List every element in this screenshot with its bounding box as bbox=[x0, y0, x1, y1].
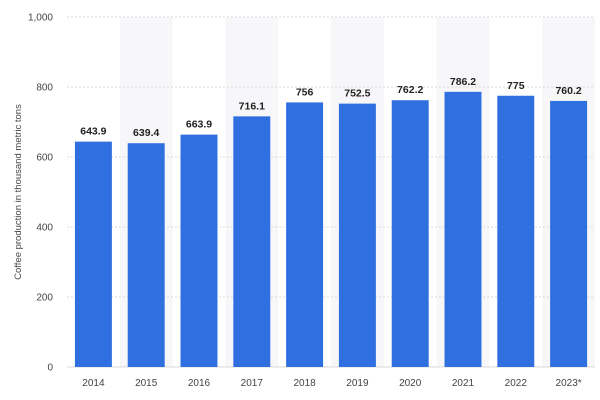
bar-value-label: 762.2 bbox=[397, 84, 423, 96]
x-tick-label: 2014 bbox=[82, 378, 105, 389]
bar bbox=[444, 91, 482, 367]
y-tick-label: 200 bbox=[36, 293, 53, 304]
x-tick-label: 2023* bbox=[556, 378, 582, 389]
x-tick-label: 2016 bbox=[188, 378, 211, 389]
y-axis-ticks: 0 200 400 600 800 1,000 bbox=[28, 13, 53, 374]
bar bbox=[391, 100, 429, 367]
x-tick-label: 2020 bbox=[399, 378, 422, 389]
bar-value-label: 716.1 bbox=[239, 100, 265, 112]
bar bbox=[127, 143, 165, 367]
x-tick-label: 2022 bbox=[505, 378, 528, 389]
data-labels: 643.9 639.4 663.9 716.1 756 752.5 762.2 786.2 77… bbox=[80, 76, 582, 139]
y-tick-label: 1,000 bbox=[28, 13, 53, 24]
bar-value-label: 639.4 bbox=[133, 127, 159, 139]
bar bbox=[550, 100, 588, 368]
x-axis-ticks: 2014 2015 2016 2017 2018 2019 2020 2021 2022 2023… bbox=[82, 378, 582, 389]
bars bbox=[74, 91, 588, 368]
bar-value-label: 775 bbox=[507, 80, 525, 92]
y-axis-title: Coffee production in thousand metric ton… bbox=[13, 104, 24, 280]
bar-value-label: 663.9 bbox=[186, 119, 212, 131]
bar-value-label: 752.5 bbox=[344, 88, 370, 100]
x-tick-label: 2015 bbox=[135, 378, 158, 389]
y-tick-label: 800 bbox=[36, 83, 53, 94]
bar bbox=[286, 102, 324, 368]
bar bbox=[74, 141, 112, 367]
y-tick-label: 0 bbox=[47, 363, 53, 374]
y-tick-label: 400 bbox=[36, 223, 53, 234]
bar-value-label: 756 bbox=[296, 86, 314, 98]
bar bbox=[497, 95, 535, 367]
x-tick-label: 2018 bbox=[293, 378, 316, 389]
bar bbox=[338, 103, 376, 367]
bar bbox=[180, 134, 218, 367]
x-tick-label: 2021 bbox=[452, 378, 475, 389]
bar bbox=[233, 116, 271, 368]
x-tick-label: 2019 bbox=[346, 378, 369, 389]
bar-value-label: 786.2 bbox=[450, 76, 476, 88]
bar-value-label: 760.2 bbox=[555, 85, 581, 97]
x-tick-label: 2017 bbox=[241, 378, 264, 389]
y-tick-label: 600 bbox=[36, 153, 53, 164]
bar-value-label: 643.9 bbox=[80, 126, 106, 138]
